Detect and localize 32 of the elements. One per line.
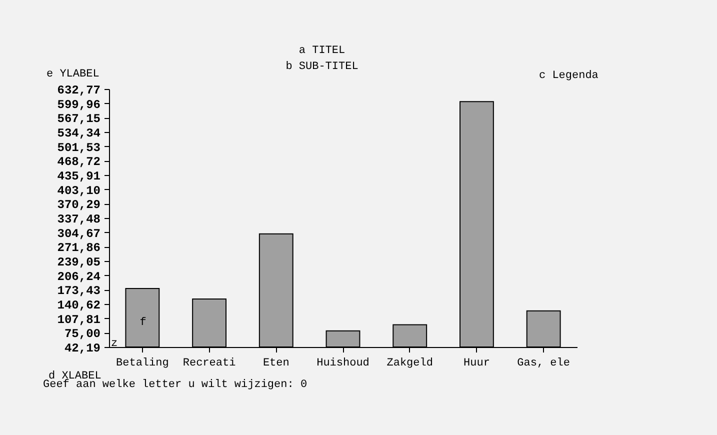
y-tick-label: 173,43 bbox=[57, 284, 100, 298]
x-tick-label: Gas, ele bbox=[517, 358, 570, 370]
y-tick-label: 140,62 bbox=[57, 298, 100, 312]
y-tick-label: 337,48 bbox=[57, 212, 100, 226]
y-tick-label: 435,91 bbox=[57, 170, 100, 184]
y-tick-label: 42,19 bbox=[64, 342, 100, 356]
y-tick-label: 304,67 bbox=[57, 226, 100, 241]
y-tick-label: 206,24 bbox=[57, 270, 100, 284]
chart-subtitle: b SUB-TITEL bbox=[286, 61, 358, 73]
y-tick-label: 599,96 bbox=[57, 98, 100, 112]
y-tick-label: 107,81 bbox=[57, 312, 100, 327]
y-tick-label: 370,29 bbox=[57, 198, 100, 212]
text: c Legenda bbox=[539, 70, 599, 82]
y-tick-label: 271,86 bbox=[57, 241, 100, 256]
y-tick-label: 239,05 bbox=[57, 256, 100, 270]
annotation: z bbox=[111, 338, 118, 350]
y-tick-label: 468,72 bbox=[57, 155, 100, 170]
x-tick-label: Huur bbox=[464, 358, 490, 370]
x-tick-label: Betaling bbox=[116, 358, 169, 370]
x-tick-label: Eten bbox=[262, 358, 290, 370]
y-tick-label: 75,00 bbox=[64, 327, 100, 342]
y-tick-label: 632,77 bbox=[57, 84, 100, 98]
x-tick-label: Huishoud bbox=[316, 358, 370, 370]
y-tick-label: 567,15 bbox=[57, 112, 100, 126]
x-tick-label: Zakgeld bbox=[386, 358, 433, 370]
y-axis-title: e YLABEL bbox=[46, 68, 100, 80]
x-tick-label: Recreati bbox=[182, 358, 236, 370]
y-tick-label: 403,10 bbox=[57, 184, 100, 198]
y-tick-label: 501,53 bbox=[57, 140, 100, 155]
annotation: f bbox=[140, 317, 146, 329]
y-tick-label: 534,34 bbox=[57, 126, 100, 140]
chart-title: a TITEL bbox=[298, 45, 346, 57]
